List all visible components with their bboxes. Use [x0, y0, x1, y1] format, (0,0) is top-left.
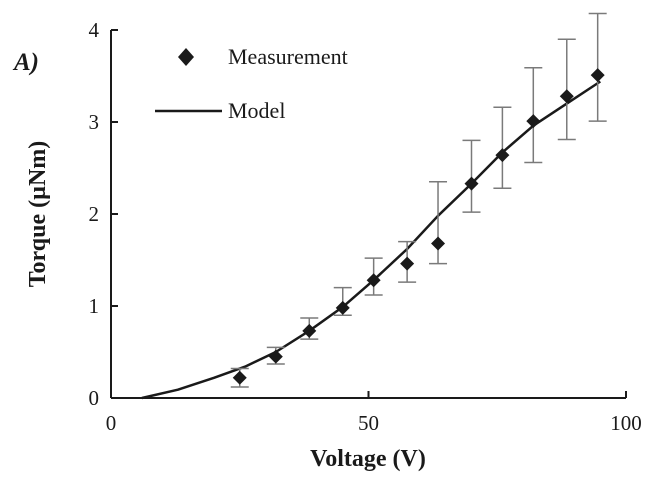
x-tick-label: 50 — [358, 411, 379, 435]
legend-label-model: Model — [228, 98, 285, 123]
data-point — [590, 68, 605, 83]
data-point — [526, 114, 541, 129]
data-point — [559, 89, 574, 104]
data-point — [232, 370, 247, 385]
y-tick-label: 3 — [89, 110, 100, 134]
data-point — [366, 273, 381, 288]
legend: Measurement Model — [155, 44, 348, 123]
panel-label: A) — [12, 49, 39, 76]
measurement-series — [230, 12, 607, 388]
data-point — [431, 236, 446, 251]
y-tick-label: 2 — [89, 202, 100, 226]
x-tick-label: 100 — [610, 411, 642, 435]
model-line — [141, 80, 601, 400]
x-ticks: 0 50 100 — [106, 391, 642, 435]
data-point — [400, 256, 415, 271]
y-ticks: 0 1 2 3 4 — [89, 18, 118, 410]
y-tick-label: 4 — [89, 18, 100, 42]
axes — [110, 30, 626, 399]
data-point — [464, 176, 479, 191]
y-axis-title: Torque (µNm) — [25, 141, 51, 288]
data-point — [268, 349, 283, 364]
y-tick-label: 1 — [89, 294, 100, 318]
y-tick-label: 0 — [89, 386, 100, 410]
data-point — [335, 300, 350, 315]
data-point — [302, 323, 317, 338]
data-point — [495, 148, 510, 163]
model-series — [141, 80, 601, 400]
x-tick-label: 0 — [106, 411, 117, 435]
x-axis-title: Voltage (V) — [310, 446, 426, 472]
legend-marker-measurement — [178, 48, 194, 66]
legend-label-measurement: Measurement — [228, 44, 348, 69]
